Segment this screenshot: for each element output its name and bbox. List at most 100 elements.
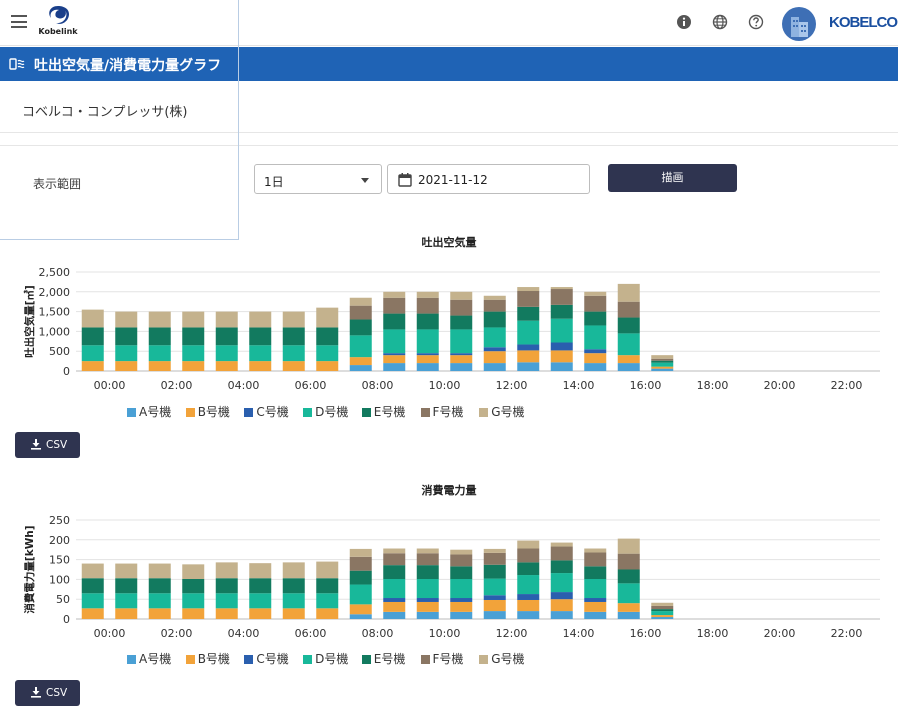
chart-title: 吐出空気量	[422, 235, 477, 249]
legend-label: G号機	[491, 405, 525, 419]
bar-segment	[316, 593, 339, 609]
range-select[interactable]: 1日	[254, 164, 382, 194]
avatar[interactable]	[782, 7, 816, 41]
bar-segment	[584, 291, 607, 296]
bar-segment	[550, 546, 573, 561]
legend-item[interactable]: D号機	[303, 650, 348, 667]
globe-icon[interactable]	[712, 14, 728, 30]
legend-item[interactable]: B号機	[185, 403, 230, 420]
legend-item[interactable]: A号機	[127, 403, 171, 420]
bar-segment	[383, 553, 406, 566]
legend-label: D号機	[315, 405, 349, 419]
bar-segment	[550, 560, 573, 574]
bar-segment	[483, 363, 506, 371]
bar-segment	[148, 327, 171, 346]
bar-segment	[349, 357, 372, 366]
legend-item[interactable]: E号機	[361, 650, 406, 667]
bar-segment	[483, 564, 506, 579]
info-icon[interactable]	[676, 14, 692, 30]
csv-download-button[interactable]: CSV	[15, 680, 80, 706]
legend-swatch	[479, 408, 489, 417]
bar-segment	[81, 563, 104, 579]
x-tick-label: 10:00	[429, 627, 461, 640]
x-tick-label: 10:00	[429, 379, 461, 392]
bar-segment	[450, 355, 473, 364]
bar-segment	[651, 358, 674, 361]
bar-segment	[517, 611, 540, 619]
legend-item[interactable]: F号機	[420, 650, 463, 667]
app-logo[interactable]: Kobelink	[38, 4, 78, 44]
bar-segment	[483, 548, 506, 553]
legend-item[interactable]: D号機	[303, 403, 348, 420]
bar-segment	[115, 311, 138, 328]
bar-segment	[550, 542, 573, 547]
bar-segment	[282, 608, 305, 619]
bar-segment	[148, 608, 171, 619]
bar-segment	[550, 350, 573, 363]
bar-segment	[115, 327, 138, 346]
bar-segment	[517, 320, 540, 345]
bar-segment	[450, 554, 473, 567]
bar-segment	[651, 617, 674, 619]
divider	[0, 132, 898, 133]
legend-item[interactable]: E号機	[361, 403, 406, 420]
bar-segment	[148, 593, 171, 609]
legend-item[interactable]: C号機	[244, 403, 289, 420]
bar-segment	[416, 329, 439, 354]
bar-segment	[282, 311, 305, 328]
y-tick-label: 100	[49, 573, 70, 586]
legend-item[interactable]: G号機	[479, 403, 525, 420]
bar-segment	[483, 351, 506, 364]
legend-label: F号機	[432, 405, 464, 419]
legend-item[interactable]: B号機	[185, 650, 230, 667]
bar-segment	[215, 608, 238, 619]
legend-label: E号機	[373, 652, 406, 666]
legend-item[interactable]: A号機	[127, 650, 171, 667]
bar-segment	[81, 608, 104, 619]
bar-segment	[617, 333, 640, 356]
help-icon[interactable]	[748, 14, 764, 30]
legend-item[interactable]: G号機	[479, 650, 525, 667]
bar-segment	[416, 355, 439, 364]
legend-label: E号機	[373, 405, 406, 419]
bar-segment	[383, 363, 406, 371]
logo-text: Kobelink	[38, 27, 78, 36]
x-tick-label: 02:00	[161, 627, 193, 640]
menu-icon[interactable]	[11, 15, 27, 28]
bar-segment	[617, 569, 640, 584]
legend-item[interactable]: F号機	[420, 403, 464, 420]
legend-swatch	[420, 655, 430, 664]
draw-button[interactable]: 描画	[608, 164, 737, 192]
bar-segment	[81, 361, 104, 371]
bar-segment	[651, 366, 674, 369]
y-tick-label: 250	[49, 514, 70, 527]
bar-segment	[584, 349, 607, 354]
bar-segment	[215, 578, 238, 594]
legend-swatch	[185, 655, 195, 664]
bar-segment	[316, 608, 339, 619]
bar-segment	[517, 540, 540, 549]
bar-segment	[450, 611, 473, 619]
csv-button-label: CSV	[46, 687, 68, 699]
legend-item[interactable]: C号機	[244, 650, 289, 667]
top-bar: Kobelink KOBELCO	[0, 0, 898, 46]
x-tick-label: 04:00	[228, 627, 260, 640]
bar-segment	[517, 291, 540, 307]
bar-segment	[416, 363, 439, 371]
x-tick-label: 16:00	[630, 379, 662, 392]
bar-segment	[450, 353, 473, 356]
bar-segment	[483, 347, 506, 352]
bar-segment	[282, 562, 305, 579]
legend-label: C号機	[256, 652, 289, 666]
bar-segment	[550, 342, 573, 351]
bar-segment	[483, 295, 506, 300]
bar-segment	[349, 584, 372, 605]
bar-segment	[617, 611, 640, 619]
bar-segment	[584, 363, 607, 371]
bar-segment	[584, 579, 607, 599]
bar-segment	[282, 361, 305, 371]
date-field[interactable]: 2021-11-12	[387, 164, 590, 194]
csv-download-button[interactable]: CSV	[15, 432, 80, 458]
chevron-down-icon	[361, 178, 369, 183]
